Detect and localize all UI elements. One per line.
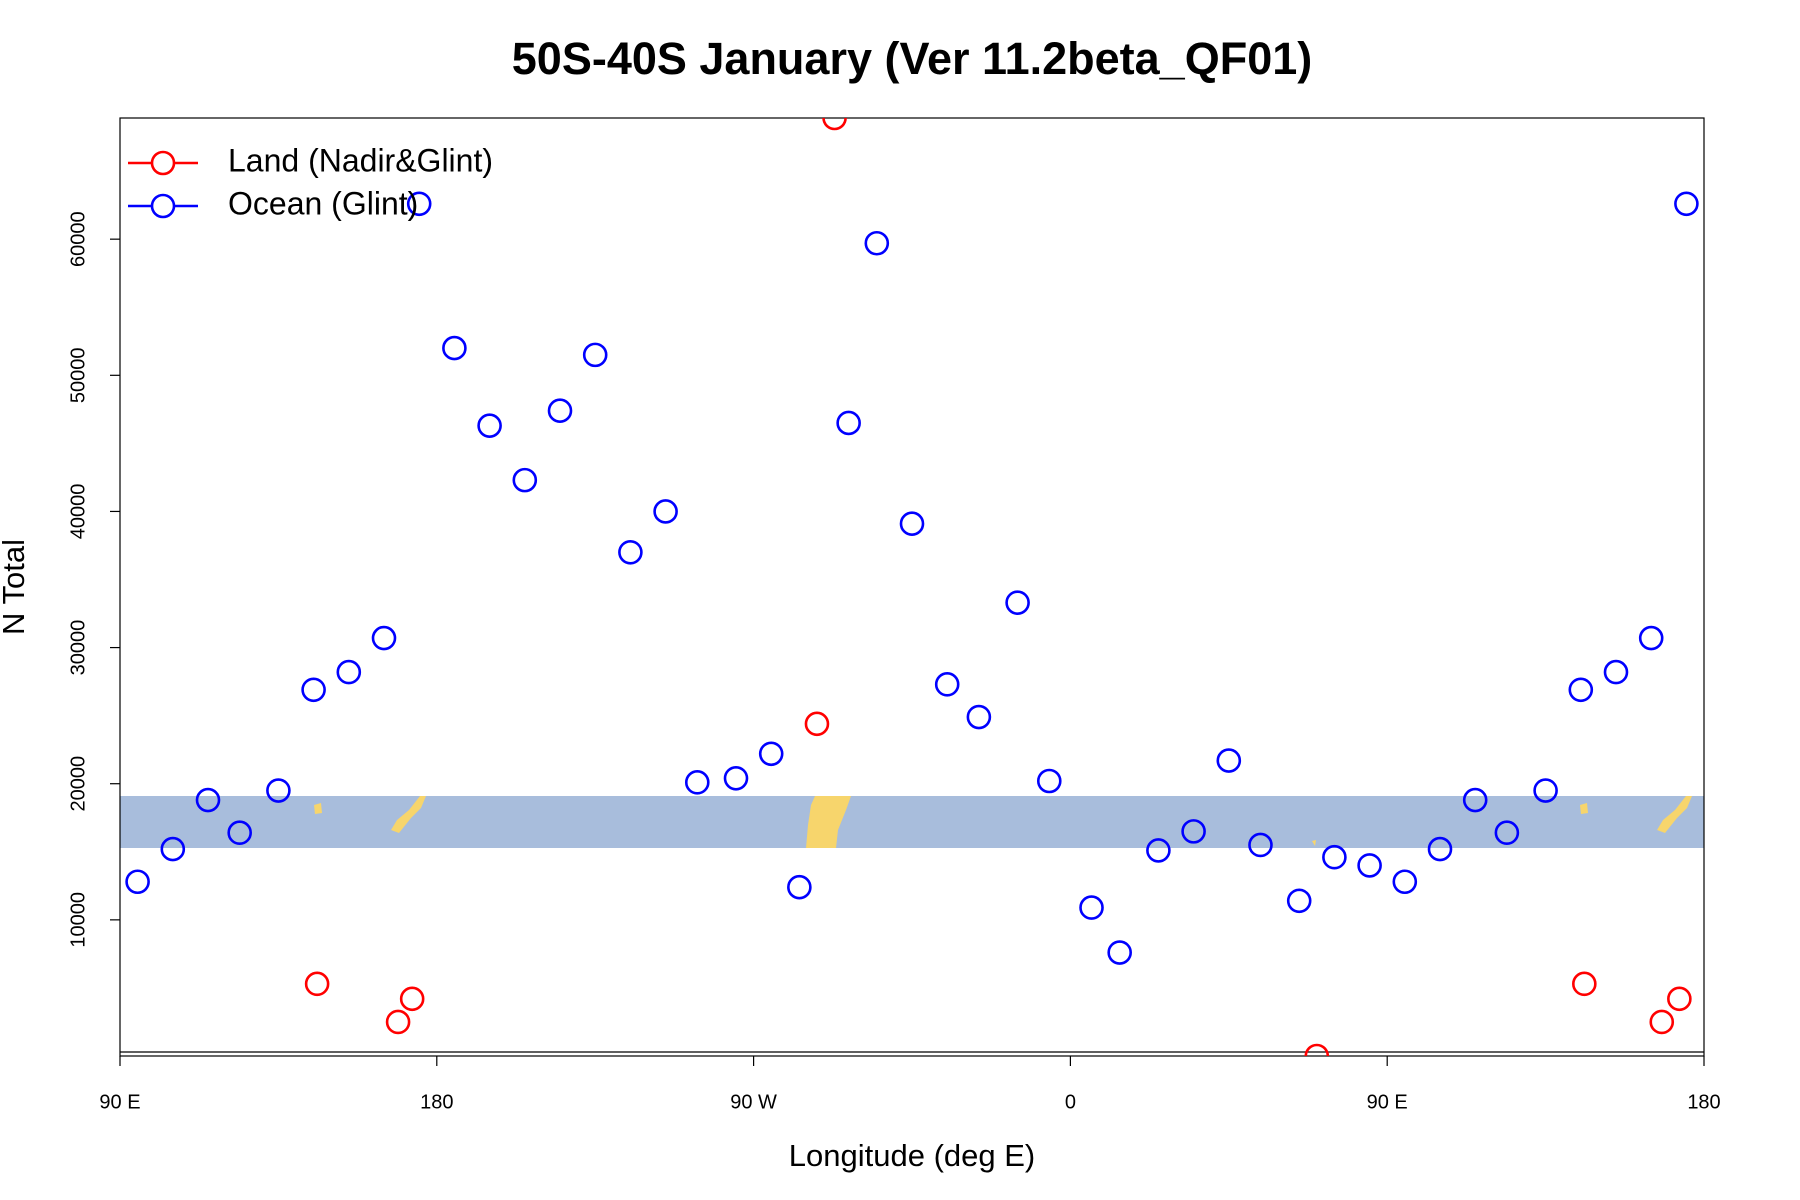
y-tick-label: 60000	[67, 211, 89, 267]
point	[1286, 888, 1312, 914]
point	[371, 625, 397, 651]
point	[301, 677, 326, 703]
point	[1568, 677, 1594, 703]
legend-marker	[150, 193, 176, 219]
point	[399, 986, 425, 1012]
map-strip	[120, 796, 1704, 848]
legend-marker	[150, 150, 176, 176]
legend-label: Land (Nadir&Glint)	[228, 142, 493, 178]
point	[1322, 844, 1347, 870]
point	[966, 704, 992, 730]
point	[1304, 1043, 1330, 1056]
point	[864, 230, 890, 256]
point	[1005, 590, 1030, 615]
point	[1079, 895, 1104, 920]
point	[804, 711, 830, 737]
point	[653, 499, 678, 524]
x-tick-label: 180	[1687, 1091, 1720, 1113]
ocean-band	[120, 796, 1704, 848]
point	[1248, 832, 1273, 858]
point	[160, 836, 186, 862]
point	[547, 398, 573, 423]
point	[1427, 836, 1453, 862]
y-tick-label: 50000	[67, 347, 89, 403]
point	[195, 787, 221, 813]
land-shapes	[314, 796, 1692, 848]
point	[1146, 838, 1171, 863]
point	[1603, 659, 1629, 685]
legend-label: Ocean (Glint)	[228, 185, 418, 221]
point	[723, 765, 749, 791]
x-tick-label: 90 W	[730, 1091, 777, 1113]
y-tick-label: 30000	[67, 620, 89, 676]
x-axis-label: Longitude (deg E)	[789, 1138, 1035, 1173]
point	[227, 820, 252, 846]
point	[1357, 853, 1382, 878]
point	[1572, 971, 1597, 997]
x-tick-label: 180	[420, 1091, 453, 1113]
point	[1494, 820, 1520, 846]
point	[758, 741, 784, 767]
point	[1674, 191, 1699, 217]
y-axis-label: N Total	[0, 539, 31, 635]
markers	[125, 118, 1699, 1056]
point	[582, 342, 608, 368]
point	[836, 410, 861, 436]
point	[1649, 1009, 1675, 1035]
point	[1216, 748, 1242, 773]
x-tick-label: 90 E	[1367, 1091, 1408, 1113]
point	[1181, 819, 1206, 844]
point	[618, 539, 643, 565]
point	[477, 413, 502, 438]
y-tick-label: 40000	[67, 484, 89, 540]
land	[806, 796, 851, 848]
plot-frame	[119, 117, 1705, 1057]
point	[266, 778, 291, 803]
point	[899, 511, 925, 536]
point	[336, 659, 362, 685]
x-tick-label: 0	[1065, 1091, 1076, 1113]
land	[391, 796, 426, 833]
point	[684, 770, 710, 795]
point	[1462, 787, 1488, 813]
point	[385, 1009, 411, 1035]
point	[787, 874, 812, 900]
point	[406, 191, 432, 217]
y-tick-label: 10000	[67, 892, 89, 948]
point	[442, 335, 467, 361]
point	[1638, 625, 1664, 651]
point	[1107, 940, 1132, 965]
point	[1667, 986, 1692, 1012]
point	[822, 118, 847, 131]
point	[1533, 778, 1558, 803]
y-tick-label: 20000	[67, 756, 89, 812]
point	[512, 467, 538, 493]
x-tick-label: 90 E	[99, 1091, 140, 1113]
point	[304, 971, 330, 997]
chart-title: 50S-40S January (Ver 11.2beta_QF01)	[512, 33, 1312, 84]
point	[1392, 869, 1418, 895]
land	[1657, 796, 1692, 833]
land	[314, 803, 322, 814]
point	[934, 672, 960, 697]
plot-layer: 10000 20000 30000 40000 50000 60000 90 E 180 90 …	[67, 118, 1721, 1113]
land	[1312, 840, 1316, 846]
point	[1036, 768, 1062, 794]
point	[125, 869, 150, 895]
land	[1580, 803, 1588, 814]
